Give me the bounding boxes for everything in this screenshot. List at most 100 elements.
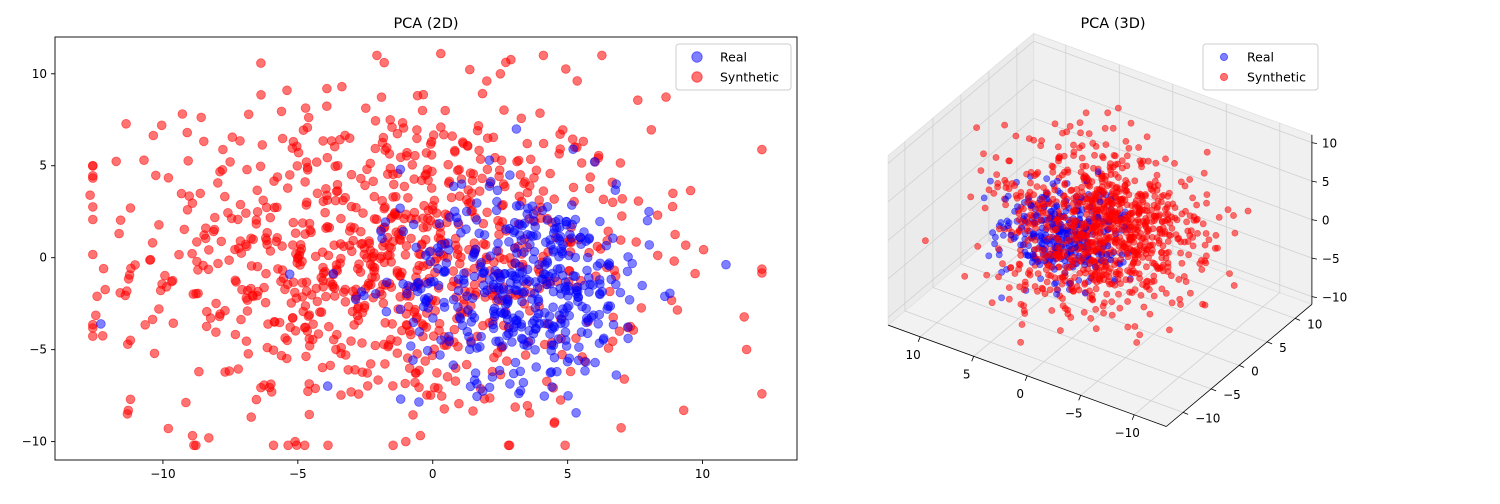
point-real: [548, 302, 558, 313]
point-real: [488, 323, 499, 334]
point-3d-synthetic: [1168, 224, 1176, 232]
point-real: [562, 356, 573, 367]
point-real: [454, 312, 465, 322]
point-3d-synthetic: [1060, 192, 1068, 200]
point-3d-real: [998, 294, 1005, 302]
point-synthetic: [160, 270, 170, 281]
point-synthetic: [422, 390, 432, 400]
x-tick-label-3d: 5: [963, 367, 971, 381]
point-synthetic: [344, 226, 355, 236]
point-3d-synthetic: [1034, 270, 1042, 277]
point-3d-real: [1094, 168, 1102, 176]
point-synthetic: [383, 341, 393, 352]
point-synthetic: [246, 283, 256, 294]
point-3d-real: [987, 177, 994, 185]
point-synthetic: [370, 272, 381, 282]
point-real: [586, 312, 597, 323]
point-synthetic: [468, 406, 478, 416]
point-3d-synthetic: [1076, 119, 1084, 127]
point-synthetic: [435, 122, 446, 132]
point-3d-synthetic: [1043, 278, 1051, 286]
point-synthetic: [321, 184, 331, 194]
point-synthetic: [323, 440, 333, 451]
z-tick-3d: [1311, 142, 1317, 144]
point-real: [395, 164, 406, 175]
point-real: [511, 201, 522, 211]
point-3d-synthetic: [1142, 192, 1149, 200]
z-tick-label-3d: −5: [1322, 252, 1340, 266]
point-3d-synthetic: [1039, 209, 1047, 217]
point-3d-synthetic: [1164, 216, 1172, 224]
point-synthetic: [125, 203, 136, 213]
y-tick-label: 0: [39, 251, 47, 265]
point-synthetic: [401, 151, 412, 161]
x-tick-label-3d: −5: [1065, 406, 1083, 420]
point-real: [584, 234, 594, 245]
pca-2d-legend-real-label: Real: [720, 50, 747, 65]
point-synthetic: [282, 183, 293, 193]
point-real: [503, 328, 514, 339]
point-real: [595, 216, 605, 227]
point-3d-synthetic: [1076, 257, 1084, 265]
point-synthetic: [292, 161, 303, 171]
point-real: [493, 268, 504, 279]
point-synthetic: [387, 381, 398, 391]
point-3d-synthetic: [1096, 235, 1104, 243]
point-synthetic: [187, 430, 198, 441]
point-synthetic: [407, 160, 418, 170]
point-3d-synthetic: [1080, 308, 1088, 316]
point-3d-synthetic: [1027, 179, 1034, 187]
point-3d-synthetic: [1224, 206, 1232, 214]
point-synthetic: [501, 356, 512, 366]
point-3d-synthetic: [1090, 223, 1098, 231]
point-real: [414, 326, 425, 337]
point-3d-synthetic: [1131, 177, 1139, 185]
pca-3d-points: [922, 104, 1252, 346]
point-3d-real: [1034, 258, 1041, 266]
point-3d-synthetic: [1148, 206, 1155, 214]
point-synthetic: [242, 164, 252, 175]
point-3d-synthetic: [1178, 210, 1186, 218]
point-real: [485, 251, 496, 261]
y-tick-label-3d: 5: [1279, 341, 1287, 355]
point-synthetic: [420, 234, 431, 245]
y-tick-label: 10: [32, 67, 47, 81]
point-3d-synthetic: [1181, 182, 1189, 190]
point-real: [494, 365, 505, 376]
point-3d-synthetic: [1092, 142, 1100, 150]
point-3d-synthetic: [1078, 154, 1086, 162]
point-synthetic: [302, 162, 313, 173]
point-3d-synthetic: [1215, 213, 1223, 221]
point-real: [558, 240, 568, 250]
point-real: [565, 229, 575, 240]
point-3d-synthetic: [1133, 250, 1141, 258]
point-synthetic: [88, 249, 98, 260]
point-3d-synthetic: [1031, 172, 1038, 179]
point-3d-synthetic: [1143, 263, 1150, 271]
point-3d-synthetic: [1136, 157, 1144, 165]
pca-2d-ticks: −10 −5 0 5 10 −10 −5 0 5 10: [22, 67, 711, 481]
point-synthetic: [617, 194, 628, 204]
point-synthetic: [308, 319, 318, 330]
point-real: [467, 309, 477, 320]
point-3d-synthetic: [1086, 287, 1093, 295]
point-synthetic: [412, 90, 423, 101]
point-synthetic: [565, 366, 576, 377]
point-synthetic: [397, 325, 407, 336]
point-3d-synthetic: [994, 183, 1001, 191]
point-synthetic: [378, 298, 389, 309]
pca-2d-legend-box: [675, 43, 792, 91]
point-synthetic: [482, 207, 492, 218]
point-3d-synthetic: [1162, 155, 1169, 163]
point-3d-synthetic: [1136, 331, 1144, 339]
point-synthetic: [317, 362, 328, 373]
point-3d-synthetic: [1081, 279, 1089, 287]
point-3d-synthetic: [1048, 307, 1056, 314]
grid-line-z-left: [887, 79, 1034, 203]
point-real: [553, 334, 563, 344]
point-real: [568, 144, 578, 155]
point-3d-synthetic: [1142, 215, 1149, 222]
y-tick-label: 5: [39, 159, 47, 173]
point-3d-synthetic: [1042, 266, 1050, 273]
point-3d-synthetic: [1067, 187, 1075, 195]
